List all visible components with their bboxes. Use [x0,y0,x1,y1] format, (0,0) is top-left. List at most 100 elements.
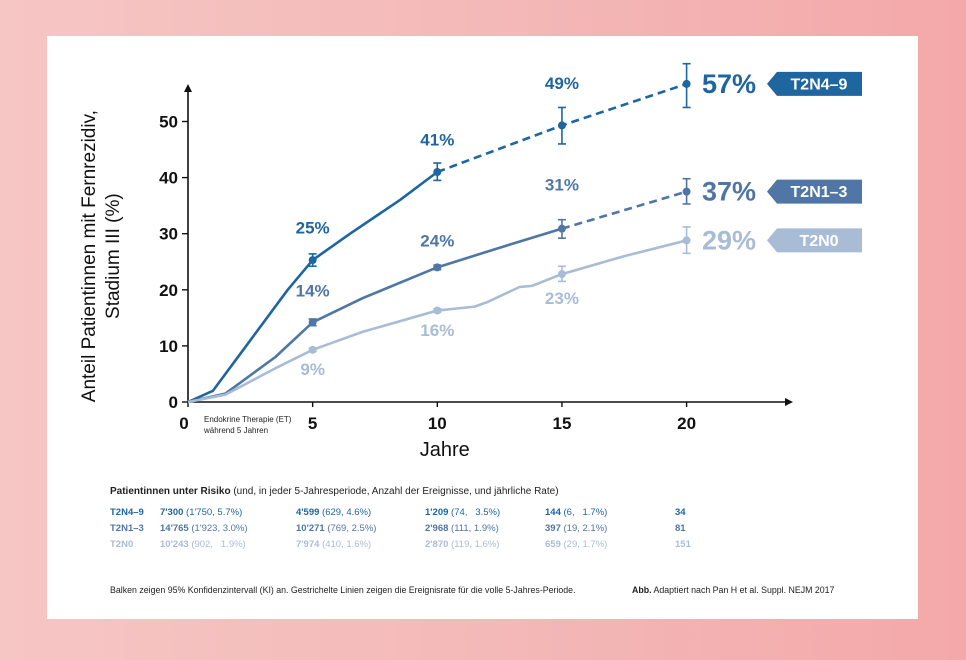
risk-cell-events: (19, 2.1%) [560,523,608,534]
y-tick-label-50: 50 [159,113,178,132]
chart: 0 10 20 30 40 50 0 5 10 15 20 Jahre Anteil Patientin… [79,62,862,461]
data-label-T2N1–3-5: 14% [296,282,330,301]
risk-row-T2N1–3: T2N1–3 14'765 (1'923, 3.0%) 10'271 (769, 2… [110,523,870,539]
risk-cell: 397 (19, 2.1%) [545,523,607,534]
y-axis-label-line1: Anteil Patientinnen mit Fernrezidiv, [79,110,100,402]
risk-cell-events: (6, 1.7%) [560,507,608,518]
data-label-T2N4–9-10: 41% [420,131,454,150]
risk-cell-count: 151 [675,539,691,550]
risk-group-label: T2N1–3 [110,523,144,534]
risk-cell: 144 (6, 1.7%) [545,507,607,518]
risk-cell-events: (410, 1.6%) [319,539,372,550]
risk-row-T2N4–9: T2N4–9 7'300 (1'750, 5.7%) 4'599 (629, 4.6… [110,507,870,523]
tag-arrow-T2N4–9 [767,71,862,96]
risk-cell-count: 34 [675,507,686,518]
data-point [433,306,442,315]
risk-cell: 7'300 (1'750, 5.7%) [160,507,242,518]
risk-group-label: T2N0 [110,539,134,550]
y-tick-label-20: 20 [159,281,178,300]
data-point [308,345,317,354]
risk-cell-count: 2'968 [425,523,449,534]
source-note: Abb. Adaptiert nach Pan H et al. Suppl. … [632,585,834,595]
series-line-T2N1–3 [187,227,563,404]
x-tick-label-15: 15 [552,414,571,433]
data-point [308,318,317,327]
risk-cell: 1'209 (74, 3.5%) [425,507,500,518]
y-tick-label-30: 30 [159,225,178,244]
risk-cell-count: 14'765 [160,523,189,534]
risk-table-rows: T2N4–9 7'300 (1'750, 5.7%) 4'599 (629, 4.6… [110,507,870,555]
footnote: Balken zeigen 95% Konfidenzintervall (KI… [110,585,576,595]
x-axis-label: Jahre [420,439,470,461]
risk-cell-count: 81 [675,523,686,534]
data-point [682,187,691,196]
data-point [557,270,566,279]
data-label-T2N1–3-15: 31% [545,176,579,195]
x-tick-label-5: 5 [308,414,317,433]
risk-group-label: T2N4–9 [110,507,144,518]
risk-cell-count: 4'599 [296,507,320,518]
therapy-note-line2: während 5 Jahren [203,426,268,435]
y-tick-label-10: 10 [159,337,178,356]
risk-cell: 2'968 (111, 1.9%) [425,523,499,534]
risk-cell: 659 (29, 1.7%) [545,539,607,550]
therapy-note-line1: Endokrine Therapie (ET) [204,415,292,424]
data-point [433,263,442,272]
figure-card: 0 10 20 30 40 50 0 5 10 15 20 Jahre Anteil Patientin… [47,36,918,619]
series-T2N4–9: 25% 41% 49% 57% T2N4–9 [187,62,862,404]
source-note-bold: Abb. [632,585,652,595]
data-point [308,256,317,265]
risk-table: Patientinnen unter Risiko (und, in jeder… [110,486,870,555]
data-point [682,236,691,245]
tag-label-T2N1–3: T2N1–3 [791,184,848,201]
series-T2N0: 9% 16% 23% 29% T2N0 [187,225,862,404]
data-label-T2N4–9-5: 25% [296,219,330,238]
x-tick-label-20: 20 [677,414,696,433]
risk-cell-count: 397 [545,523,561,534]
risk-cell-events: (119, 1.6%) [448,539,500,550]
risk-cell: 2'870 (119, 1.6%) [425,539,499,550]
y-axis-label-line2: Stadium III (%) [103,193,124,319]
risk-cell: 10'243 (902, 1.9%) [160,539,246,550]
risk-cell-count: 10'243 [160,539,189,550]
y-tick-label-40: 40 [159,169,178,188]
risk-table-title: Patientinnen unter Risiko (und, in jeder… [110,486,870,497]
risk-cell: 14'765 (1'923, 3.0%) [160,523,248,534]
data-point [557,224,566,233]
risk-cell-count: 659 [545,539,561,550]
risk-cell: 81 [675,523,686,534]
x-tick-label-0: 0 [179,414,188,433]
tag-label-T2N0: T2N0 [799,233,838,250]
risk-cell-count: 10'271 [296,523,325,534]
risk-table-title-bold: Patientinnen unter Risiko [110,486,231,497]
risk-cell: 4'599 (629, 4.6%) [296,507,371,518]
risk-cell-events: (29, 1.7%) [560,539,608,550]
tag-arrow-T2N1–3 [767,179,862,204]
data-label-T2N1–3-10: 24% [420,232,454,251]
tag-arrow-T2N0 [767,228,862,253]
risk-table-title-rest: (und, in jeder 5-Jahresperiode, Anzahl d… [230,486,559,497]
series-T2N1–3: 14% 24% 31% 37% T2N1–3 [187,176,862,404]
data-point [433,167,442,176]
series-line-T2N4–9 [187,170,439,404]
risk-cell-count: 2'870 [425,539,449,550]
data-point [682,79,691,88]
risk-cell-events: (111, 1.9%) [448,523,499,534]
risk-cell-events: (902, 1.9%) [188,539,246,550]
risk-cell: 151 [675,539,691,550]
data-label-T2N4–9-15: 49% [545,74,579,93]
end-value-T2N1–3: 37% [702,177,756,207]
end-value-T2N4–9: 57% [702,69,756,99]
risk-cell-count: 144 [545,507,561,518]
risk-row-T2N0: T2N0 10'243 (902, 1.9%) 7'974 (410, 1.6%) 2… [110,539,870,555]
tag-label-T2N4–9: T2N4–9 [791,76,848,93]
risk-cell-events: (1'923, 3.0%) [188,523,248,534]
data-label-T2N0-10: 16% [420,321,454,340]
risk-cell-events: (629, 4.6%) [319,507,372,518]
series-dashed-line-T2N1–3 [561,190,687,230]
end-value-T2N0: 29% [702,225,756,255]
data-point [557,121,566,130]
y-axis-label-group: Anteil Patientinnen mit Fernrezidiv, Stad… [79,110,124,402]
x-tick-label-10: 10 [428,414,447,433]
risk-cell-count: 1'209 [425,507,449,518]
